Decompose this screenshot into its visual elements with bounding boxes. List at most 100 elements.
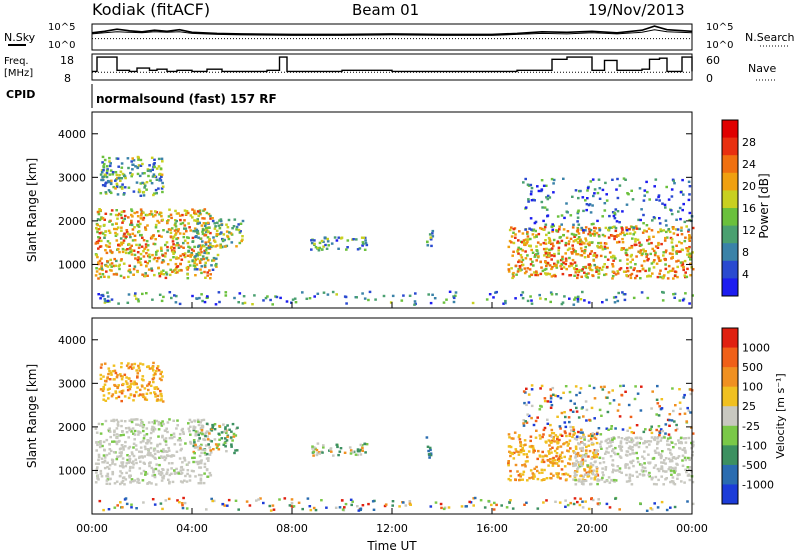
power-cell [630, 246, 634, 249]
power-cell [337, 247, 340, 250]
power-cell [673, 270, 677, 273]
power-cell [575, 253, 578, 256]
velocity-cell [129, 481, 132, 484]
power-cell [181, 253, 185, 256]
station-title: Kodiak (fitACF) [92, 0, 210, 19]
power-cell [601, 215, 604, 218]
velocity-cell [630, 437, 633, 440]
velocity-cell [479, 499, 483, 502]
velocity-cell [141, 363, 145, 366]
power-cell [206, 236, 210, 239]
velocity-cell [127, 362, 130, 365]
power-cell [603, 209, 607, 212]
velocity-cell [101, 461, 104, 464]
power-cell [137, 256, 140, 259]
velocity-cell [582, 433, 585, 436]
xtick-label: 00:00 [76, 522, 108, 535]
velocity-cell [341, 508, 345, 511]
velocity-cell [153, 452, 157, 456]
power-cell [101, 273, 105, 276]
power-cell [151, 253, 154, 257]
velocity-cell [213, 423, 217, 426]
velocity-cell [207, 443, 210, 446]
power-cell [175, 228, 178, 231]
velocity-cell [647, 440, 650, 443]
power-cell [591, 204, 594, 207]
power-cell [215, 229, 219, 233]
velocity-cell [115, 457, 119, 461]
power-cell [119, 213, 123, 217]
power-cell [143, 247, 146, 250]
power-cell [510, 226, 513, 229]
velocity-cell [155, 463, 158, 466]
power-cell [96, 210, 100, 214]
velocity-cell [148, 481, 151, 484]
velocity-cell [654, 475, 658, 479]
power-cell [135, 243, 138, 247]
colorbar-tick-label: 1000 [742, 342, 770, 355]
velocity-cell [160, 395, 163, 398]
velocity-cell [552, 456, 555, 460]
velocity-cell [600, 447, 603, 450]
velocity-cell [551, 386, 555, 390]
power-cell [110, 265, 113, 268]
velocity-cell [674, 443, 677, 446]
power-cell [603, 245, 607, 248]
power-cell [553, 262, 556, 265]
power-cell [116, 193, 120, 196]
velocity-cell [145, 472, 149, 475]
velocity-cell [147, 383, 151, 386]
power-cell [149, 169, 152, 173]
power-cell [210, 264, 213, 267]
power-cell [137, 188, 141, 191]
power-cell [133, 211, 136, 215]
velocity-cell [199, 477, 203, 480]
velocity-cell [577, 430, 580, 434]
velocity-cell [314, 508, 318, 512]
power-cell [548, 272, 552, 276]
velocity-cell [584, 479, 588, 482]
velocity-cell [654, 451, 657, 454]
time-x-axis: 00:00 04:00 08:00 12:00 16:00 20:00 00:00 [76, 302, 708, 535]
power-cell [670, 241, 674, 244]
velocity-cell [108, 370, 111, 373]
velocity-cell [563, 421, 567, 424]
velocity-cell [151, 366, 154, 369]
power-cell [209, 231, 212, 235]
power-cell [650, 229, 654, 232]
power-cell [137, 246, 141, 249]
power-cell [110, 209, 114, 212]
power-cell [584, 199, 587, 202]
velocity-cell [549, 400, 553, 403]
velocity-cell [672, 470, 676, 473]
power-cell [576, 210, 580, 214]
velocity-cell [578, 478, 581, 481]
velocity-cell [618, 415, 622, 418]
power-cell [174, 262, 178, 266]
power-cell [581, 268, 584, 271]
velocity-cell [684, 458, 687, 462]
velocity-cell [225, 431, 228, 434]
velocity-cell [500, 504, 503, 507]
velocity-cell [127, 436, 130, 439]
power-cell [507, 245, 511, 249]
power-cell [202, 209, 205, 212]
velocity-cell [153, 448, 157, 451]
velocity-cell [634, 436, 638, 440]
power-cell [649, 252, 652, 256]
power-cell [608, 251, 612, 254]
velocity-cell [607, 391, 611, 394]
power-cell [165, 241, 169, 244]
velocity-cell [217, 448, 221, 451]
power-cell [668, 252, 672, 255]
power-cell [611, 265, 615, 268]
velocity-cell [130, 363, 134, 366]
power-cell [144, 245, 148, 249]
power-cell [109, 249, 112, 252]
power-cell [587, 203, 591, 207]
power-cell [522, 181, 525, 184]
velocity-cell [507, 464, 510, 467]
velocity-cell [556, 438, 559, 441]
velocity-cell [567, 442, 570, 445]
power-cell [670, 238, 674, 241]
